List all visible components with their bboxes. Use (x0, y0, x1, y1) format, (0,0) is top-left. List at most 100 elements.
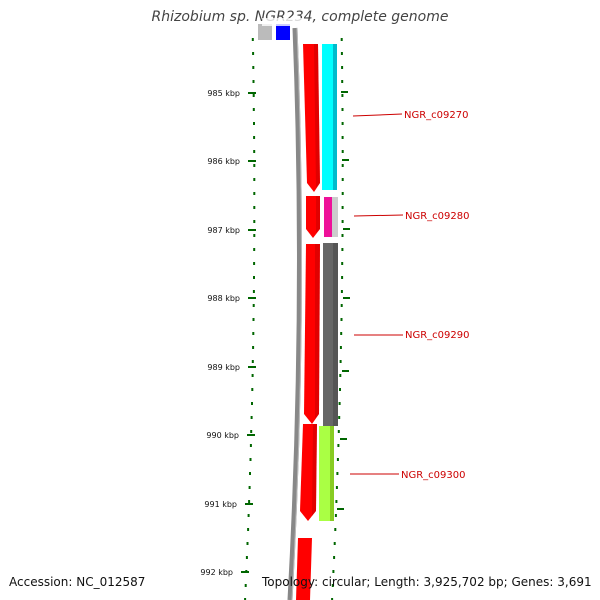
ruler-tick-987: 987 kbp (207, 226, 256, 235)
guide-dot (339, 374, 342, 377)
guide-dot (334, 514, 337, 517)
gene-label-NGR_c09280[interactable]: NGR_c09280 (405, 211, 470, 222)
guide-dot (341, 192, 344, 195)
guide-dot (253, 220, 256, 223)
guide-dot (338, 416, 341, 419)
cds-track (296, 44, 320, 600)
tick-label-987: 987 kbp (207, 226, 240, 235)
guide-dot (340, 38, 343, 41)
outer-tick-marks (337, 91, 350, 510)
guide-dot (252, 332, 255, 335)
guide-dot (337, 444, 340, 447)
guide-dot (252, 94, 255, 97)
guide-dot (341, 136, 344, 139)
guide-dot (252, 346, 255, 349)
top-partial-features (258, 18, 302, 40)
guide-dot (253, 262, 256, 265)
guide-dot (334, 528, 337, 531)
map-title: Rhizobium sp. NGR234, complete genome (151, 9, 449, 25)
guide-dot (335, 486, 338, 489)
cog-magenta-block (324, 197, 332, 237)
cds-NGR_c09300[interactable] (300, 424, 317, 521)
guide-dot (341, 234, 344, 237)
guide-dot (253, 234, 256, 237)
gene-label-NGR_c09270[interactable]: NGR_c09270 (404, 110, 469, 121)
guide-dot (250, 416, 253, 419)
guide-dot (336, 472, 339, 475)
tick-label-989: 989 kbp (207, 363, 240, 372)
guide-dot (253, 192, 256, 195)
guide-dot (341, 94, 344, 97)
partial-gray-feature (258, 24, 272, 40)
guide-dot (341, 122, 344, 125)
cds-NGR_c09290[interactable] (304, 244, 320, 424)
gene-label-NGR_c09300[interactable]: NGR_c09300 (401, 470, 466, 481)
guide-dot (252, 290, 255, 293)
guide-dot (252, 304, 255, 307)
cog-track (319, 44, 338, 521)
gene-labels: NGR_c09270 NGR_c09280 NGR_c09290 NGR_c09… (401, 110, 470, 481)
guide-dot (331, 598, 334, 600)
guide-dot (341, 108, 344, 111)
guide-dot (335, 500, 338, 503)
guide-dot (340, 52, 343, 55)
guide-dot (244, 598, 247, 600)
guide-dot (251, 38, 254, 41)
ruler-tick-989: 989 kbp (207, 363, 256, 372)
tick-label-988: 988 kbp (207, 294, 240, 303)
guide-dot (248, 500, 251, 503)
guide-dot (253, 150, 256, 153)
guide-dot (247, 528, 250, 531)
guide-dot (251, 374, 254, 377)
guide-dot (341, 276, 344, 279)
partial-blue-feature (276, 24, 290, 40)
guide-dot (341, 220, 344, 223)
guide-dot (339, 388, 341, 391)
guide-dot (245, 556, 248, 559)
guide-dot (332, 570, 335, 573)
ruler-tick-990: 990 kbp (206, 431, 255, 440)
guide-dot (336, 458, 339, 461)
tick-label-991: 991 kbp (204, 500, 237, 509)
gene-label-leaders (350, 113, 404, 475)
accession-text: Accession: NC_012587 (9, 575, 146, 589)
guide-dot (249, 458, 252, 461)
genome-backbone-highlight (291, 27, 302, 600)
guide-dot (253, 276, 255, 279)
guide-dot (248, 486, 251, 489)
guide-dot (247, 514, 250, 517)
guide-dot (340, 290, 343, 293)
gene-label-NGR_c09290[interactable]: NGR_c09290 (405, 330, 470, 341)
guide-dot (341, 66, 344, 69)
cds-next-partial[interactable] (296, 538, 312, 600)
ruler-tick-985: 985 kbp (207, 89, 256, 98)
guide-dot (251, 402, 253, 405)
guide-dot (341, 164, 344, 167)
guide-dot (341, 206, 344, 209)
guide-dot (249, 472, 251, 475)
guide-dot (244, 584, 247, 587)
guide-dot (339, 360, 342, 363)
ruler-tick-991: 991 kbp (204, 500, 253, 509)
guide-dot (331, 584, 334, 587)
guide-dot (253, 136, 256, 139)
guide-dot (339, 346, 342, 349)
ruler-tick-992: 992 kbp (200, 568, 249, 577)
cds-NGR_c09270[interactable] (303, 44, 320, 192)
cds-NGR_c09280[interactable] (306, 196, 320, 238)
tick-label-992: 992 kbp (200, 568, 233, 577)
guide-dot (340, 318, 343, 321)
ruler-tick-986: 986 kbp (207, 157, 256, 166)
guide-dot (341, 150, 344, 153)
topology-text: Topology: circular; Length: 3,925,702 bp… (262, 575, 592, 589)
cds-track-shading (312, 44, 320, 516)
guide-dot (333, 542, 336, 545)
guide-dot (340, 332, 343, 335)
tick-label-986: 986 kbp (207, 157, 240, 166)
guide-dot (253, 248, 256, 251)
guide-dot (251, 360, 254, 363)
guide-dot (252, 318, 255, 321)
guide-dot (250, 430, 253, 433)
dotted-guides (244, 38, 344, 600)
guide-dot (252, 80, 255, 83)
